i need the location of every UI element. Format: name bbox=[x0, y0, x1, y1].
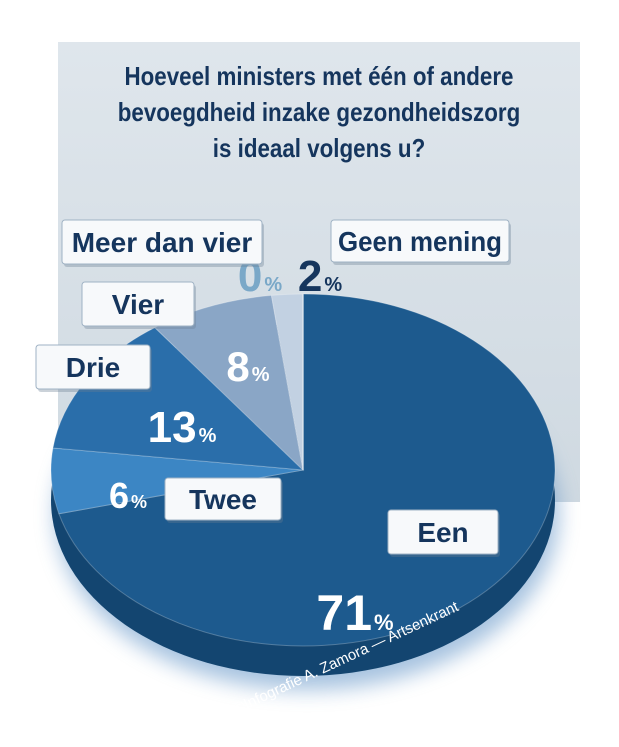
category-label-drie: Drie bbox=[35, 344, 152, 392]
title-line-2: bevoegdheid inzake gezondheidszorg bbox=[117, 97, 521, 127]
label-text: Een bbox=[417, 517, 468, 548]
label-box bbox=[61, 219, 263, 265]
label-text: Twee bbox=[189, 484, 257, 515]
label-text: Meer dan vier bbox=[72, 227, 253, 258]
pct-label-vier: 8% bbox=[226, 343, 269, 390]
label-text: Geen mening bbox=[338, 226, 502, 257]
label-box bbox=[164, 477, 282, 521]
title-line-1: Hoeveel ministers met één of andere bbox=[124, 61, 514, 91]
label-text: Vier bbox=[112, 289, 165, 320]
label-box bbox=[387, 509, 499, 555]
label-text: Drie bbox=[66, 352, 120, 383]
category-label-vier: Vier bbox=[81, 281, 196, 329]
label-box bbox=[81, 281, 195, 327]
pct-label-een: 71% bbox=[316, 585, 393, 641]
label-box bbox=[330, 219, 510, 263]
chart-title: Hoeveel ministers met één of andere bevo… bbox=[95, 58, 544, 166]
category-label-een: Een bbox=[387, 509, 500, 557]
pct-label-twee: 6% bbox=[109, 475, 147, 516]
pct-label-drie: 13% bbox=[148, 403, 217, 452]
pie-slice-een bbox=[58, 293, 556, 647]
label-box bbox=[35, 344, 151, 390]
category-label-geen-mening: Geen mening bbox=[330, 219, 511, 265]
title-line-3: is ideaal volgens u? bbox=[212, 133, 426, 163]
pct-label-geen-mening: 2% bbox=[298, 252, 342, 301]
category-label-meer-dan-vier: Meer dan vier bbox=[61, 219, 264, 267]
category-label-twee: Twee bbox=[164, 477, 283, 523]
